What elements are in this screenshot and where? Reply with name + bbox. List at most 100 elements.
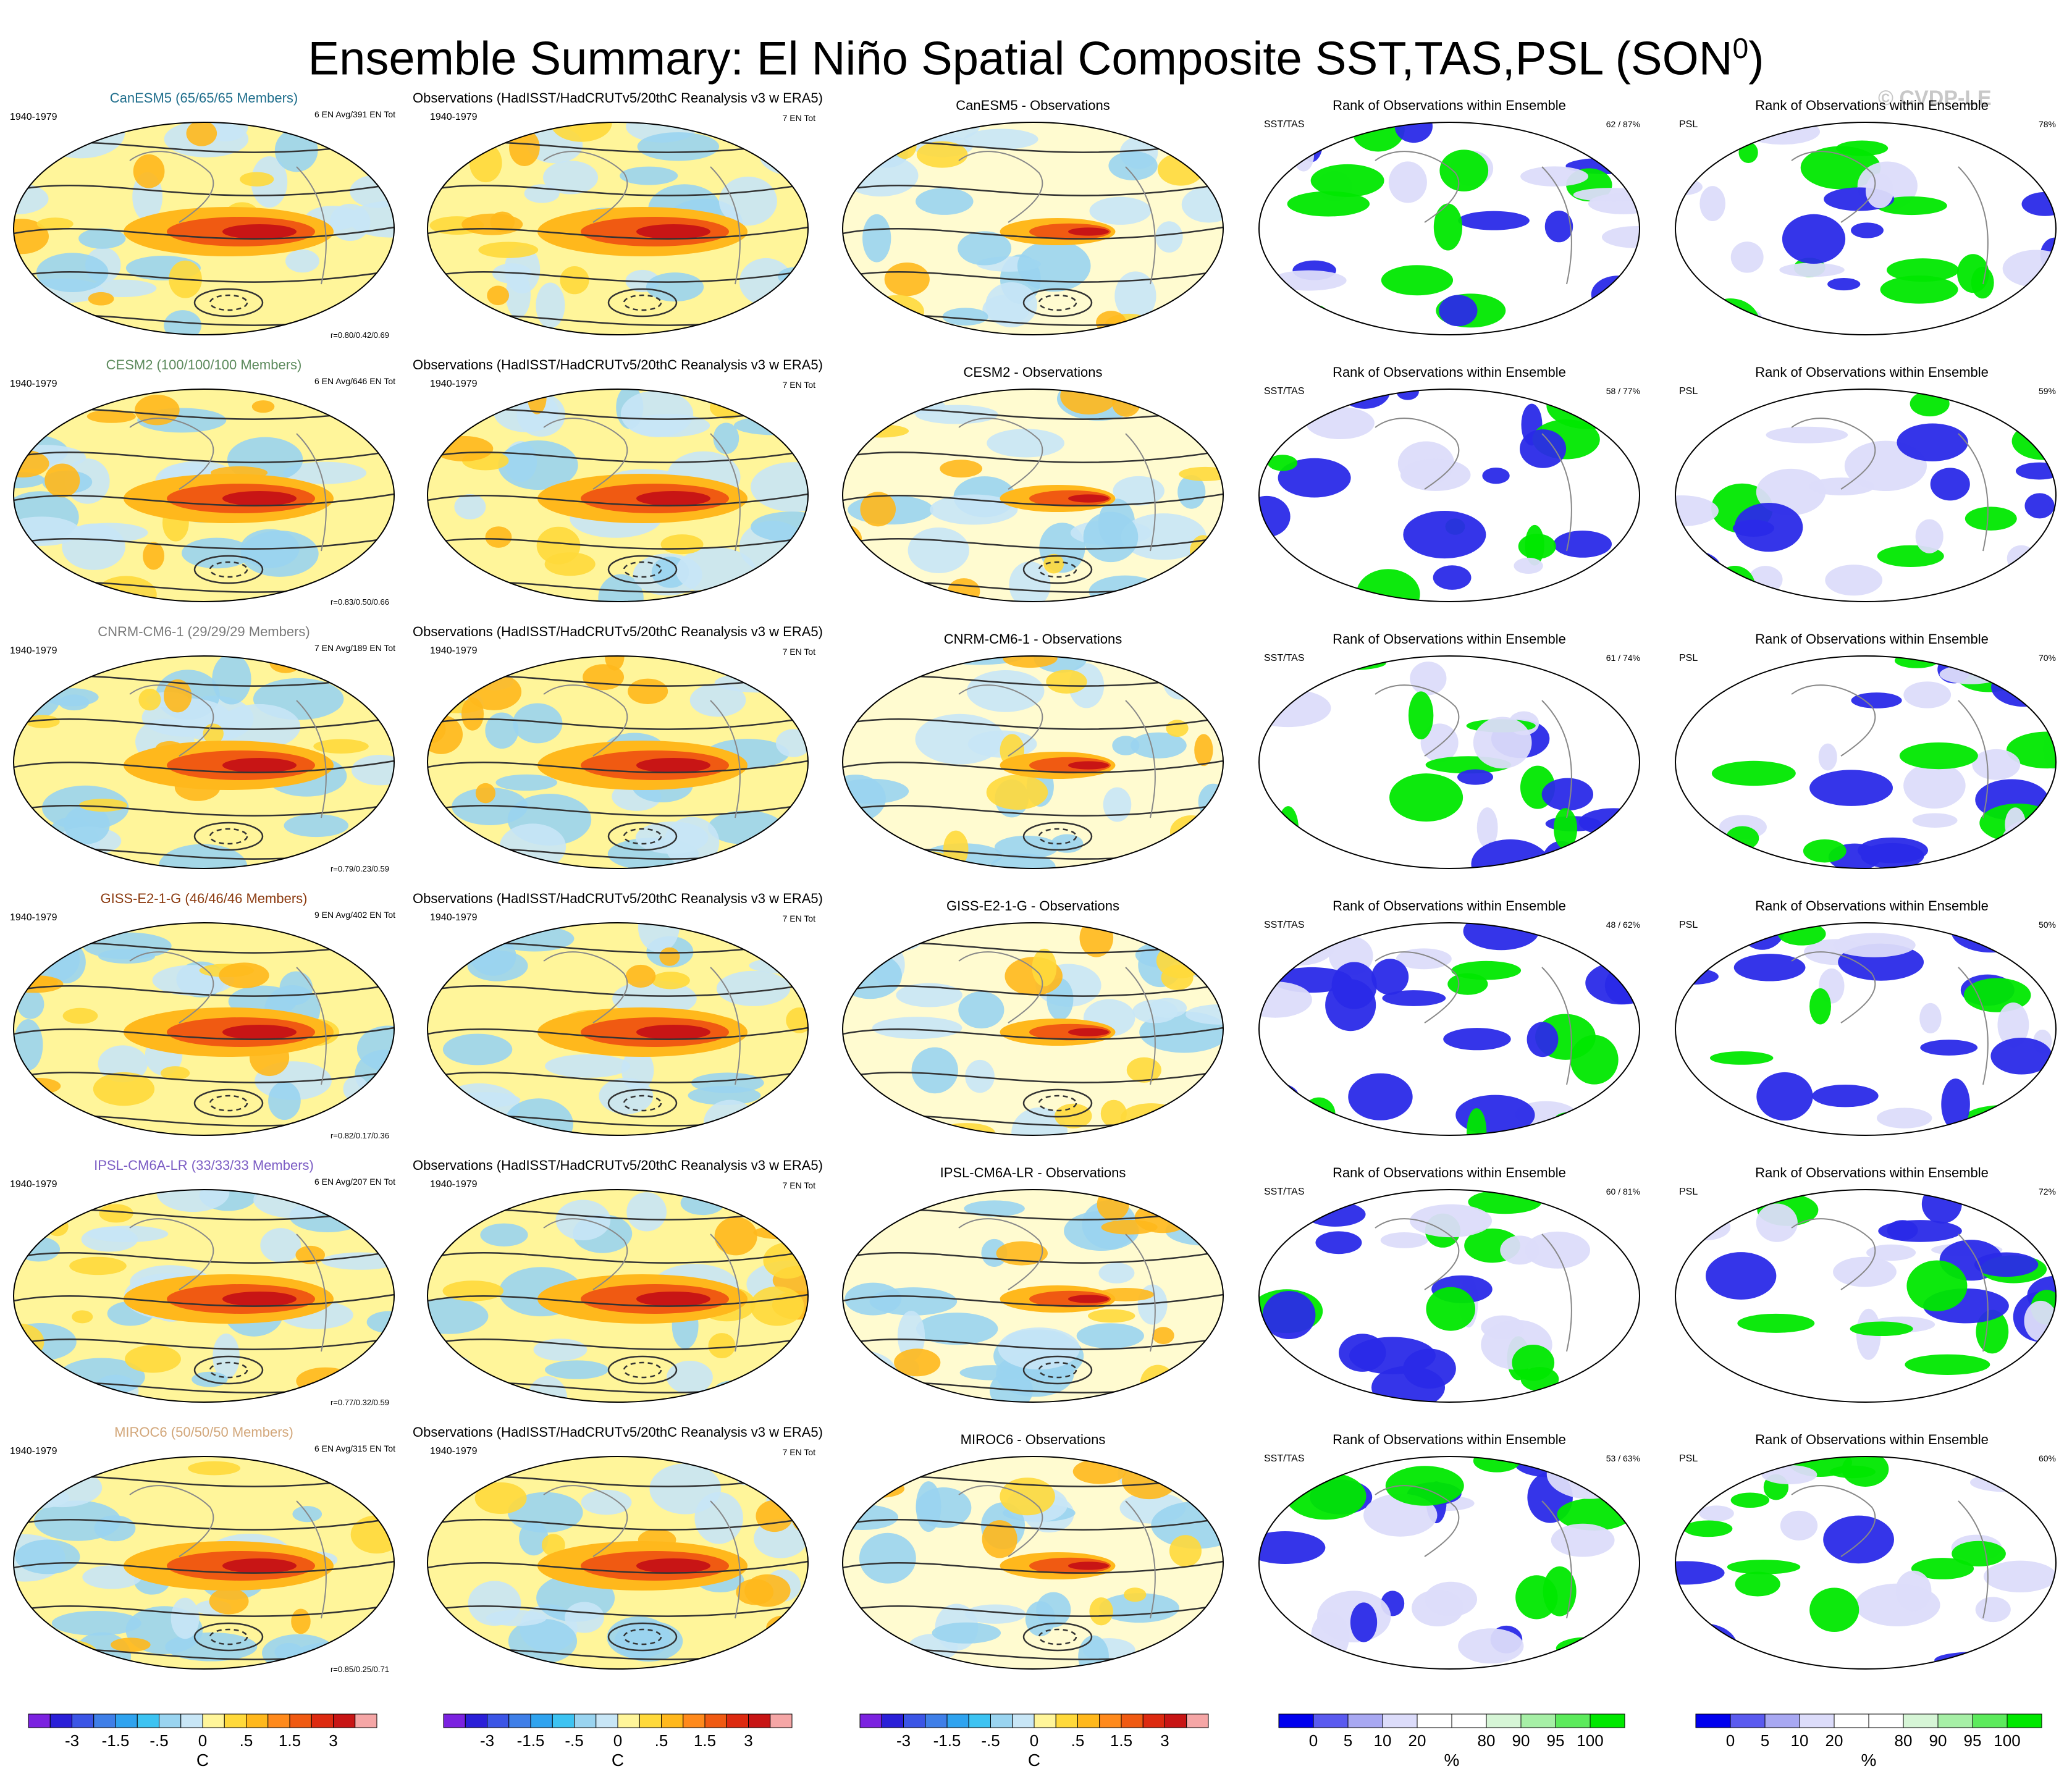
model-title: GISS-E2-1-G (46/46/46 Members) — [100, 891, 307, 906]
colorbar-swatch — [1012, 1713, 1035, 1728]
colorbar-tick-label: 95 — [1547, 1731, 1565, 1750]
sst-rank: 62 / 87% — [1606, 119, 1640, 129]
colorbar-unit: C — [196, 1750, 209, 1770]
r-values: r=0.77/0.32/0.59 — [331, 1398, 389, 1407]
map-panel — [13, 922, 395, 1136]
colorbar-swatch — [28, 1713, 51, 1728]
rank-var: PSL — [1679, 1453, 1698, 1464]
map-panel — [13, 389, 395, 602]
rank-var: SST/TAS — [1264, 119, 1305, 130]
colorbar-swatch — [115, 1713, 138, 1728]
rank-title: Rank of Observations within Ensemble — [1755, 898, 1989, 914]
colorbar-tick-label: 3 — [329, 1731, 337, 1750]
rank-title: Rank of Observations within Ensemble — [1333, 98, 1566, 113]
colorbar-swatch — [1868, 1713, 1904, 1728]
colorbar-tick-label: -3 — [480, 1731, 494, 1750]
obs-title: Observations (HadISST/HadCRUTv5/20thC Re… — [413, 90, 823, 106]
rank-title: Rank of Observations within Ensemble — [1333, 631, 1566, 647]
colorbar: -3 -1.5 -.5 0 .5 1.5 3 C — [28, 1713, 377, 1770]
rank-title: Rank of Observations within Ensemble — [1755, 1165, 1989, 1180]
colorbar-swatch — [333, 1713, 356, 1728]
colorbar-tick-label: 1.5 — [1110, 1731, 1132, 1750]
map-panel — [1675, 1456, 2057, 1670]
colorbar-swatch — [748, 1713, 771, 1728]
colorbar-tick-label: 100 — [1994, 1731, 2020, 1750]
map-panel — [842, 1456, 1224, 1670]
colorbar-swatch — [1164, 1713, 1187, 1728]
colorbar-swatch — [1099, 1713, 1122, 1728]
map-panel — [427, 1456, 809, 1670]
obs-title: Observations (HadISST/HadCRUTv5/20thC Re… — [413, 891, 823, 906]
r-values: r=0.85/0.25/0.71 — [331, 1665, 389, 1674]
model-title: CNRM-CM6-1 (29/29/29 Members) — [98, 624, 310, 639]
sst-rank: 58 / 77% — [1606, 386, 1640, 396]
colorbar-unit: % — [1861, 1750, 1877, 1770]
colorbar-tick-label: 5 — [1344, 1731, 1352, 1750]
colorbar-swatch — [639, 1713, 662, 1728]
colorbar-swatch — [2007, 1713, 2042, 1728]
rank-title: Rank of Observations within Ensemble — [1755, 631, 1989, 647]
r-values: r=0.82/0.17/0.36 — [331, 1131, 389, 1140]
colorbar-swatch — [1313, 1713, 1349, 1728]
map-panel — [842, 655, 1224, 869]
map-panel — [842, 122, 1224, 335]
colorbar-tick-label: 100 — [1577, 1731, 1603, 1750]
obs-count: 7 EN Tot — [783, 1447, 816, 1457]
colorbar-swatch — [683, 1713, 705, 1728]
colorbar-tick-label: 1.5 — [694, 1731, 716, 1750]
colorbar-tick-label: 0 — [1030, 1731, 1038, 1750]
colorbar-tick-label: 5 — [1761, 1731, 1769, 1750]
period-label: 1940-1979 — [430, 1179, 478, 1190]
rank-title: Rank of Observations within Ensemble — [1333, 898, 1566, 914]
period-label: 1940-1979 — [430, 645, 478, 656]
colorbar-tick-label: 90 — [1929, 1731, 1947, 1750]
sst-rank: 53 / 63% — [1606, 1453, 1640, 1463]
colorbar-tick-label: -1.5 — [933, 1731, 961, 1750]
diff-title: GISS-E2-1-G - Observations — [946, 898, 1119, 914]
map-panel — [427, 1189, 809, 1403]
colorbar-swatch — [443, 1713, 466, 1728]
psl-rank: 78% — [2039, 119, 2056, 129]
rank-var: SST/TAS — [1264, 386, 1305, 397]
period-label: 1940-1979 — [10, 912, 57, 923]
en-info: 6 EN Avg/391 EN Tot — [314, 109, 395, 119]
colorbar-swatch — [1142, 1713, 1165, 1728]
colorbar-swatch — [1417, 1713, 1452, 1728]
colorbar-tick-label: 0 — [1726, 1731, 1735, 1750]
colorbar: 0 5 10 20 80 90 95 100% — [1278, 1713, 1625, 1770]
model-title: IPSL-CM6A-LR (33/33/33 Members) — [94, 1158, 314, 1173]
colorbar-swatch — [465, 1713, 487, 1728]
colorbar-tick-label: 20 — [1409, 1731, 1426, 1750]
watermark: © CVDP-LE — [1878, 86, 1992, 110]
colorbar-swatch — [596, 1713, 618, 1728]
obs-title: Observations (HadISST/HadCRUTv5/20thC Re… — [413, 624, 823, 639]
r-values: r=0.83/0.50/0.66 — [331, 597, 389, 607]
diff-title: IPSL-CM6A-LR - Observations — [940, 1165, 1126, 1180]
colorbar-swatch — [1834, 1713, 1869, 1728]
colorbar-tick-label: .5 — [240, 1731, 253, 1750]
colorbar-swatch — [267, 1713, 290, 1728]
colorbar-swatch — [704, 1713, 727, 1728]
psl-rank: 50% — [2039, 920, 2056, 930]
colorbar-unit: % — [1444, 1750, 1460, 1770]
colorbar-swatch — [1486, 1713, 1522, 1728]
rank-title: Rank of Observations within Ensemble — [1755, 364, 1989, 380]
map-panel — [1675, 655, 2057, 869]
colorbar-swatch — [202, 1713, 225, 1728]
rank-var: PSL — [1679, 920, 1698, 930]
model-title: MIROC6 (50/50/50 Members) — [114, 1424, 293, 1440]
sst-rank: 61 / 74% — [1606, 653, 1640, 663]
colorbar-swatch — [137, 1713, 159, 1728]
colorbar-tick-label: 0 — [1309, 1731, 1318, 1750]
colorbar-tick-label: -3 — [896, 1731, 911, 1750]
colorbar: -3 -1.5 -.5 0 .5 1.5 3 C — [859, 1713, 1209, 1770]
map-panel — [13, 122, 395, 335]
colorbar-tick-label: 0 — [613, 1731, 622, 1750]
colorbar: 0 5 10 20 80 90 95 100% — [1695, 1713, 2042, 1770]
colorbar-swatch — [289, 1713, 312, 1728]
colorbar-swatch — [1590, 1713, 1625, 1728]
obs-count: 7 EN Tot — [783, 647, 816, 657]
colorbar-swatch — [246, 1713, 269, 1728]
colorbar-tick-label: .5 — [1071, 1731, 1085, 1750]
en-info: 7 EN Avg/189 EN Tot — [314, 643, 395, 653]
